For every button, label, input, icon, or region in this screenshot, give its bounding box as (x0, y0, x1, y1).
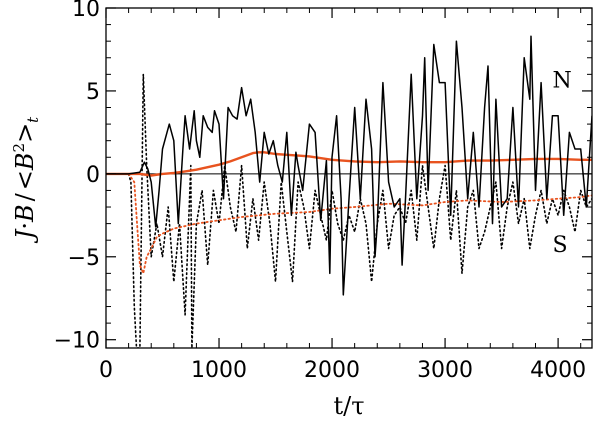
y-tick-label: −5 (68, 246, 100, 271)
x-tick-label: 1000 (191, 358, 247, 383)
y-axis-title-gt: > (11, 123, 39, 143)
series-group (106, 35, 592, 348)
y-axis-title-lt: < (11, 170, 39, 190)
annotations-group: NS (552, 69, 571, 258)
series-s-average-line (106, 173, 592, 275)
y-tick-label: 10 (72, 0, 100, 22)
y-tick-label: −10 (54, 329, 100, 354)
series-n-line (106, 35, 592, 296)
annotation-s: S (552, 233, 567, 258)
x-tick-label: 4000 (530, 358, 586, 383)
y-axis-title-b2: B (11, 152, 39, 171)
svg-text:J·B/<B2>t: J·B/<B2>t (10, 116, 42, 244)
y-axis-title-sup: 2 (10, 143, 28, 153)
y-tick-label: 5 (86, 80, 100, 105)
ticks-group (105, 7, 592, 348)
plot-frame (105, 7, 593, 349)
y-axis-title-sub: t (24, 116, 42, 123)
x-tick-label: 0 (99, 358, 113, 383)
x-tick-label: 3000 (417, 358, 473, 383)
series-s-line (106, 73, 592, 348)
y-axis-title-slash: / (11, 192, 39, 201)
x-tick-label: 2000 (304, 358, 360, 383)
annotation-n: N (552, 69, 571, 94)
x-axis-title: t/τ (333, 392, 364, 420)
y-axis-title-b: B (11, 204, 39, 223)
y-axis-title: J·B/<B2>t (10, 116, 42, 244)
tick-labels-group: 0 1000 2000 3000 4000 −10 −5 0 5 10 (54, 0, 587, 383)
y-tick-label: 0 (86, 163, 100, 188)
y-axis-title-dot: · (11, 222, 39, 230)
